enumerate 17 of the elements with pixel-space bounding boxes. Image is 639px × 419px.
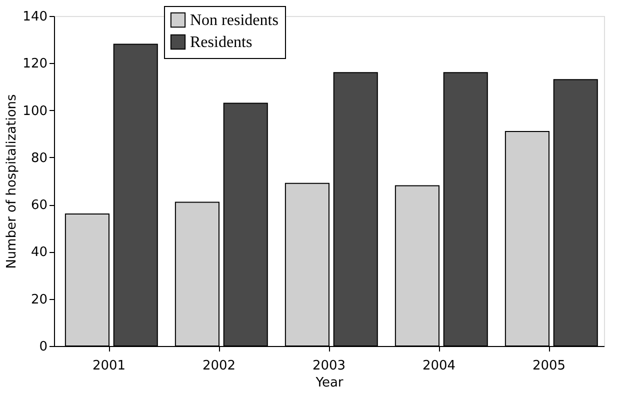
- x-tick-label: 2003: [312, 358, 346, 374]
- x-tick-label: 2002: [202, 358, 236, 374]
- x-axis-title: Year: [314, 376, 344, 390]
- y-axis-title: Number of hospitalizations: [4, 94, 20, 269]
- x-tick-label: 2005: [532, 358, 566, 374]
- legend-label: Residents: [190, 34, 252, 51]
- y-tick-label: 40: [30, 245, 48, 260]
- y-tick-label: 60: [30, 198, 48, 214]
- y-tick-label: 0: [39, 340, 48, 354]
- y-tick-label: 140: [22, 10, 48, 24]
- y-tick-label: 120: [22, 56, 48, 72]
- x-tick-label: 2004: [422, 358, 456, 374]
- y-tick-label: 20: [30, 292, 48, 308]
- legend-label: Non residents: [190, 12, 278, 29]
- y-tick-label: 100: [22, 104, 48, 119]
- y-tick-label: 80: [30, 150, 48, 166]
- x-tick-label: 2001: [92, 358, 126, 374]
